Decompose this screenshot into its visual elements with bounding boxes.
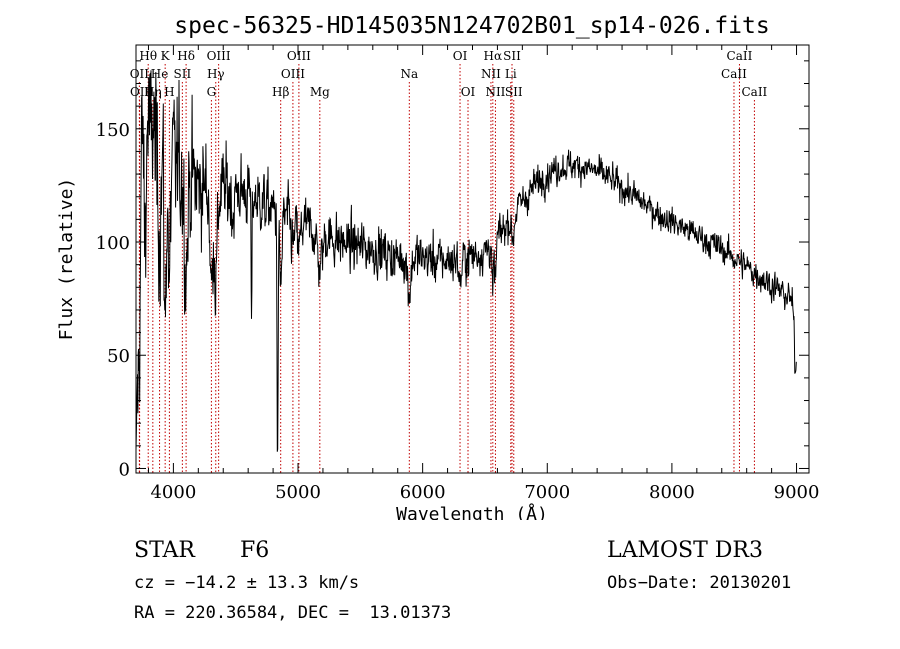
line-label: CaII (721, 67, 747, 81)
line-label: NII (481, 67, 501, 81)
line-label: H (164, 85, 174, 99)
object-type: STAR (134, 538, 195, 563)
line-label: CaII (727, 49, 753, 63)
x-tick-label: 8000 (649, 482, 695, 503)
line-label: OIII (207, 49, 231, 63)
spectrum-chart: spec-56325-HD145035N124702B01_sp14-026.f… (56, 13, 820, 525)
line-label: OI (453, 49, 468, 63)
line-label: SII (503, 49, 521, 63)
line-label: Li (505, 67, 517, 81)
line-label: SII (174, 67, 192, 81)
line-label: OII (130, 85, 150, 99)
line-label: CaII (741, 85, 767, 99)
y-tick-label: 50 (107, 346, 130, 367)
x-tick-label: 6000 (400, 482, 446, 503)
line-label: NII (485, 85, 505, 99)
x-tick-label: 4000 (150, 482, 196, 503)
obs-date: Obs−Date: 20130201 (607, 573, 792, 593)
x-axis-label: Wavelength (Å) (396, 503, 548, 520)
x-tick-label: 9000 (774, 482, 820, 503)
chart-title: spec-56325-HD145035N124702B01_sp14-026.f… (174, 13, 769, 39)
line-label: Hδ (177, 49, 195, 63)
line-label: Hβ (272, 85, 289, 99)
y-axis-label: Flux (relative) (56, 178, 77, 341)
redshift-text: cz = −14.2 ± 13.3 km/s (134, 573, 360, 593)
subclass: F6 (240, 538, 270, 563)
line-label: OI (461, 85, 476, 99)
line-label: OIII (287, 49, 311, 63)
line-label: Hγ (207, 67, 225, 81)
line-markers (138, 64, 755, 473)
line-label: Mg (310, 85, 330, 99)
x-axis: 4000 5000 6000 7000 8000 9000 (147, 45, 820, 503)
y-tick-label: 0 (119, 459, 130, 480)
line-label: Na (400, 67, 418, 81)
y-tick-label: 100 (96, 233, 130, 254)
x-tick-label: 7000 (524, 482, 570, 503)
line-label: Hθ (139, 49, 157, 63)
spectrum-line (135, 70, 797, 452)
x-tick-label: 5000 (275, 482, 321, 503)
line-label: Hα (484, 49, 503, 63)
line-label: K (161, 49, 171, 63)
line-label: G (207, 85, 217, 99)
survey-label: LAMOST DR3 (607, 538, 763, 563)
coordinates: RA = 220.36584, DEC = 13.01373 (134, 603, 452, 623)
y-axis: 0 50 100 150 (96, 60, 809, 480)
line-label: SII (505, 85, 523, 99)
line-label: Hη (144, 85, 162, 99)
line-label: OII (130, 67, 150, 81)
y-tick-label: 150 (96, 120, 130, 141)
line-label: OIII (281, 67, 305, 81)
line-label: He (151, 67, 169, 81)
